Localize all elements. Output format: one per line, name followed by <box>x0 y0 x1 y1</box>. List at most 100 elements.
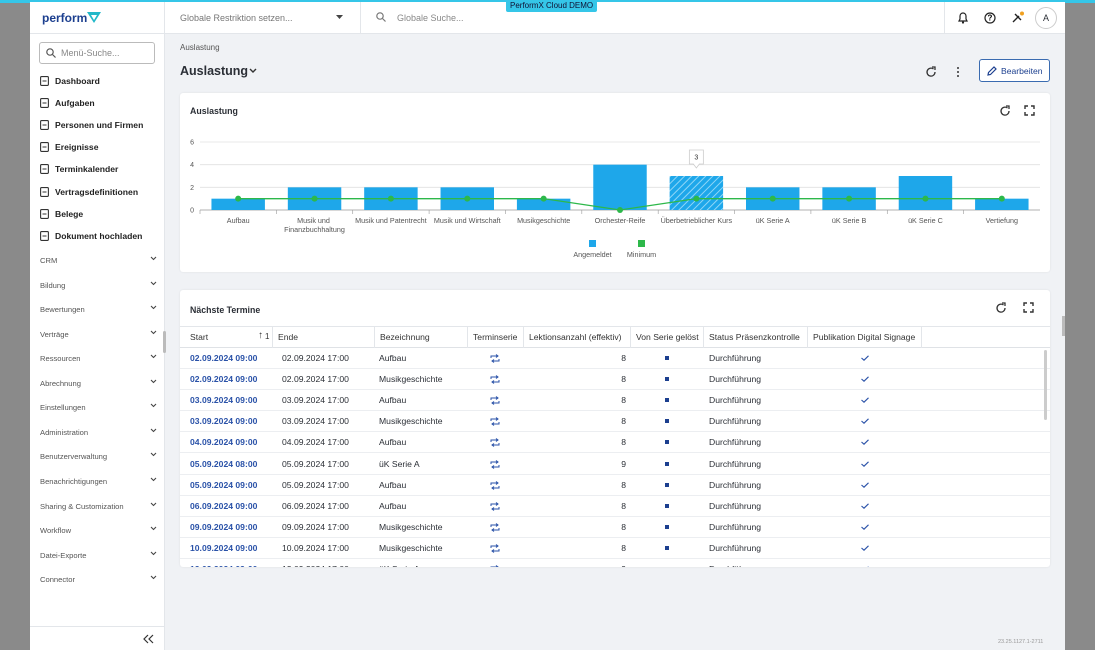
icon-shape <box>490 354 500 363</box>
edit-button[interactable]: Bearbeiten <box>979 59 1050 82</box>
table-row[interactable]: 03.09.2024 09:00 03.09.2024 17:00 Aufbau 8 D… <box>180 390 1050 412</box>
table-row[interactable]: 02.09.2024 09:00 02.09.2024 17:00 Musikges… <box>180 369 1050 391</box>
menu-item[interactable]: Dokument hochladen <box>40 231 142 241</box>
menu-item[interactable]: Ereignisse <box>40 142 98 152</box>
point <box>387 195 394 202</box>
global-search[interactable]: Globale Suche... <box>397 13 464 23</box>
check-icon <box>861 376 869 383</box>
x-tick-label: üK Serie A <box>756 216 790 225</box>
menu-group[interactable]: CRM <box>40 256 157 265</box>
y-tick-label: 2 <box>190 185 194 192</box>
table-row[interactable]: 02.09.2024 09:00 02.09.2024 17:00 Aufbau 8 D… <box>180 348 1050 369</box>
detached-icon <box>665 545 669 550</box>
column-header[interactable]: Bezeichnung <box>375 327 468 348</box>
edit-button-label: Bearbeiten <box>1001 66 1043 76</box>
menu-group[interactable]: Sharing & Customization <box>40 502 157 511</box>
refresh-icon[interactable] <box>995 302 1007 314</box>
table-row[interactable]: 10.09.2024 09:00 10.09.2024 17:00 Musikges… <box>180 538 1050 559</box>
icon-shape <box>490 417 500 427</box>
menu-group[interactable]: Administration <box>40 428 157 437</box>
menu-group[interactable]: Connector <box>40 575 157 584</box>
menu-group[interactable]: Abrechnung <box>40 379 157 388</box>
table-header: Start Ende Bezeichnung Terminserie Lektionsa… <box>180 326 1050 348</box>
menu-item-label: Personen und Firmen <box>55 120 144 131</box>
refresh-icon[interactable] <box>925 66 937 78</box>
column-header[interactable]: Ende <box>273 327 375 348</box>
table-row[interactable]: 09.09.2024 09:00 09.09.2024 17:00 Musikges… <box>180 517 1050 538</box>
sidebar: Menü-Suche... Dashboard Aufgaben Personen … <box>30 34 166 650</box>
icon-shape <box>40 76 49 86</box>
name-cell: Aufbau <box>379 437 407 448</box>
menu-icon <box>40 142 49 153</box>
column-header[interactable]: Von Serie gelöst <box>631 327 704 348</box>
more-icon[interactable] <box>956 66 960 78</box>
menu-group[interactable]: Verträge <box>40 330 157 339</box>
tooltip-value: 3 <box>694 155 698 162</box>
bar <box>593 164 647 210</box>
tools-icon[interactable] <box>1011 11 1024 24</box>
menu-search[interactable]: Menü-Suche... <box>39 42 155 64</box>
menu-group[interactable]: Datei-Exporte <box>40 551 157 560</box>
column-header[interactable]: Lektionsanzahl (effektiv) <box>524 327 631 348</box>
chevron <box>150 502 157 506</box>
restriction-select[interactable]: Globale Restriktion setzen... <box>180 13 293 23</box>
logo[interactable]: perform <box>42 11 88 25</box>
icon-shape <box>861 545 869 551</box>
page-title[interactable]: Auslastung <box>180 64 249 78</box>
menu-group-label: Bewertungen <box>40 305 85 315</box>
chevron-shape <box>150 403 157 408</box>
fullscreen-icon[interactable] <box>1024 105 1035 116</box>
breadcrumb[interactable]: Auslastung <box>180 43 220 52</box>
table-row[interactable]: 03.09.2024 09:00 03.09.2024 17:00 Musikges… <box>180 411 1050 433</box>
menu-icon <box>40 186 49 197</box>
column-header[interactable]: Status Präsenzkontrolle <box>704 327 808 348</box>
avatar[interactable]: A <box>1035 7 1057 29</box>
x-tick-label: Orchester-Reife <box>595 216 646 225</box>
menu-group-label: CRM <box>40 256 58 265</box>
column-header[interactable]: Publikation Digital Signage <box>808 327 922 348</box>
menu-item[interactable]: Dashboard <box>40 76 100 86</box>
icon-shape <box>40 98 49 109</box>
series-icon <box>490 375 500 384</box>
version: 23.25.1127.1-2711 <box>998 639 1044 645</box>
menu-group[interactable]: Benutzerverwaltung <box>40 452 157 461</box>
notifications-icon[interactable] <box>958 12 968 24</box>
name-cell: üK Serie A <box>379 559 420 567</box>
menu-group[interactable]: Benachrichtigungen <box>40 477 157 486</box>
column-header[interactable]: Terminserie <box>468 327 524 348</box>
help-icon[interactable]: ? <box>984 12 996 24</box>
menu-group-label: Bildung <box>40 280 66 290</box>
menu-item[interactable]: Terminkalender <box>40 164 118 174</box>
point <box>617 207 623 213</box>
menu-item[interactable]: Aufgaben <box>40 98 95 108</box>
chevron-shape <box>150 453 157 457</box>
icon-shape <box>861 439 869 446</box>
menu-group[interactable]: Bildung <box>40 281 157 290</box>
chevron-shape <box>150 305 157 310</box>
table-row[interactable]: 05.09.2024 09:00 05.09.2024 17:00 Aufbau 8 D… <box>180 475 1050 496</box>
table-row[interactable]: 12.09.2024 09:00 12.09.2024 17:00 üK Serie… <box>180 559 1050 567</box>
menu-group[interactable]: Einstellungen <box>40 403 157 412</box>
table-row[interactable]: 06.09.2024 09:00 06.09.2024 17:00 Aufbau 8 D… <box>180 496 1050 517</box>
lessons-cell: 8 <box>621 374 626 385</box>
menu-item[interactable]: Personen und Firmen <box>40 120 143 130</box>
refresh-icon[interactable] <box>1000 105 1010 116</box>
menu-group[interactable]: Bewertungen <box>40 305 157 314</box>
menu-item-label: Belege <box>55 208 84 219</box>
check-icon <box>861 418 869 425</box>
menu-item[interactable]: Belege <box>40 209 83 219</box>
column-header[interactable]: Start <box>180 327 273 348</box>
table-row[interactable]: 04.09.2024 09:00 04.09.2024 17:00 Aufbau 8 D… <box>180 432 1050 454</box>
menu-item[interactable]: Vertragsdefinitionen <box>40 187 138 197</box>
table-row[interactable]: 05.09.2024 08:00 05.09.2024 17:00 üK Serie… <box>180 454 1050 475</box>
chevron-shape <box>150 575 157 580</box>
menu-group[interactable]: Ressourcen <box>40 354 157 363</box>
menu-group-label: Benutzerverwaltung <box>40 452 108 462</box>
menu-group[interactable]: Workflow <box>40 526 157 535</box>
name-cell: Aufbau <box>379 353 407 363</box>
svg-text:?: ? <box>988 14 993 23</box>
fullscreen-icon[interactable] <box>1023 302 1035 314</box>
end-cell: 02.09.2024 17:00 <box>282 353 349 363</box>
collapse-button[interactable] <box>143 634 155 644</box>
title-dropdown[interactable] <box>249 68 257 74</box>
